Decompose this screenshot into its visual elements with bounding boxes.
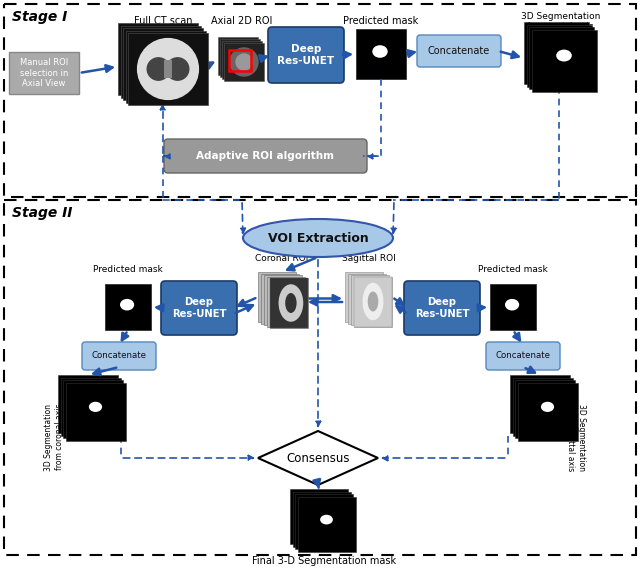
Bar [354,277,392,327]
FancyBboxPatch shape [486,342,560,370]
FancyBboxPatch shape [404,281,480,335]
Bar [222,41,262,79]
Bar [531,29,596,92]
Bar [270,278,308,328]
Bar [345,272,383,322]
Polygon shape [258,431,378,485]
Bar [515,380,575,438]
Ellipse shape [285,293,296,313]
Bar [356,29,406,79]
FancyBboxPatch shape [161,281,237,335]
Bar [125,30,205,103]
Bar [128,33,208,105]
Bar [4,200,636,555]
Bar [120,26,200,97]
Ellipse shape [320,515,333,524]
Bar [354,277,392,327]
Bar [351,275,389,325]
Bar [258,272,296,322]
Bar [295,494,353,549]
Text: VOI Extraction: VOI Extraction [268,231,369,245]
Bar [4,4,636,197]
Text: Deep
Res-UNET: Deep Res-UNET [415,297,469,319]
Ellipse shape [362,282,383,320]
Ellipse shape [367,292,378,312]
Bar [267,277,305,327]
Circle shape [236,54,252,70]
Bar [261,273,299,324]
Bar [118,23,198,95]
Text: Predicted mask: Predicted mask [344,16,419,26]
Text: Coronal ROI: Coronal ROI [255,254,308,263]
Bar [220,39,260,77]
Bar [123,28,203,100]
Text: Adaptive ROI algorithm: Adaptive ROI algorithm [196,151,335,161]
Text: Deep
Res-UNET: Deep Res-UNET [172,297,227,319]
Circle shape [166,58,189,80]
Text: Sagittal ROI: Sagittal ROI [342,254,396,263]
Ellipse shape [541,402,554,412]
Bar [9,52,79,94]
Ellipse shape [243,219,393,257]
FancyBboxPatch shape [268,27,344,83]
Text: Predicted mask: Predicted mask [478,265,548,274]
Text: Stage I: Stage I [12,10,67,24]
Text: Full CT scan: Full CT scan [134,16,192,26]
Text: Concatenate: Concatenate [495,351,550,360]
Circle shape [138,38,198,99]
Bar [264,275,302,325]
Bar [524,22,589,84]
Circle shape [230,48,258,76]
Bar [164,60,172,77]
Text: Deep
Res-UNET: Deep Res-UNET [277,44,335,66]
Bar [58,375,118,433]
Ellipse shape [89,402,102,412]
Bar [513,378,573,435]
Bar [510,375,570,433]
Bar [348,273,386,324]
Text: 3D Segmentation
from axial axis: 3D Segmentation from axial axis [521,12,600,32]
Bar [61,378,120,435]
Text: Consensus: Consensus [286,452,349,465]
Bar [292,492,351,547]
Bar [290,489,348,544]
Bar [529,27,594,89]
Text: Final 3-D Segmentation mask: Final 3-D Segmentation mask [252,556,396,567]
Bar [63,380,123,438]
Bar [65,383,125,441]
Bar [518,383,577,441]
Ellipse shape [372,45,388,58]
Ellipse shape [556,50,572,61]
FancyBboxPatch shape [164,139,367,173]
Ellipse shape [505,299,519,311]
Text: Concatenate: Concatenate [428,46,490,56]
Text: Predicted mask: Predicted mask [93,265,163,274]
Text: Stage II: Stage II [12,206,72,220]
Text: Axial 2D ROI: Axial 2D ROI [211,16,273,26]
Bar [105,284,151,330]
Bar [270,278,308,328]
FancyBboxPatch shape [417,35,501,67]
Bar [527,25,591,87]
Ellipse shape [278,284,303,322]
FancyBboxPatch shape [82,342,156,370]
Bar [224,43,264,81]
Text: 3D Segmentation
from sagittal axis: 3D Segmentation from sagittal axis [566,404,586,471]
Text: Manual ROI
selection in
Axial View: Manual ROI selection in Axial View [20,58,68,88]
Bar [229,50,251,70]
Ellipse shape [120,299,134,311]
Bar [490,284,536,330]
Bar [218,37,258,75]
Text: Concatenate: Concatenate [92,351,147,360]
Text: 3D Segmentation
from coronal axis: 3D Segmentation from coronal axis [44,404,64,471]
Bar [298,496,355,551]
Circle shape [147,58,170,80]
